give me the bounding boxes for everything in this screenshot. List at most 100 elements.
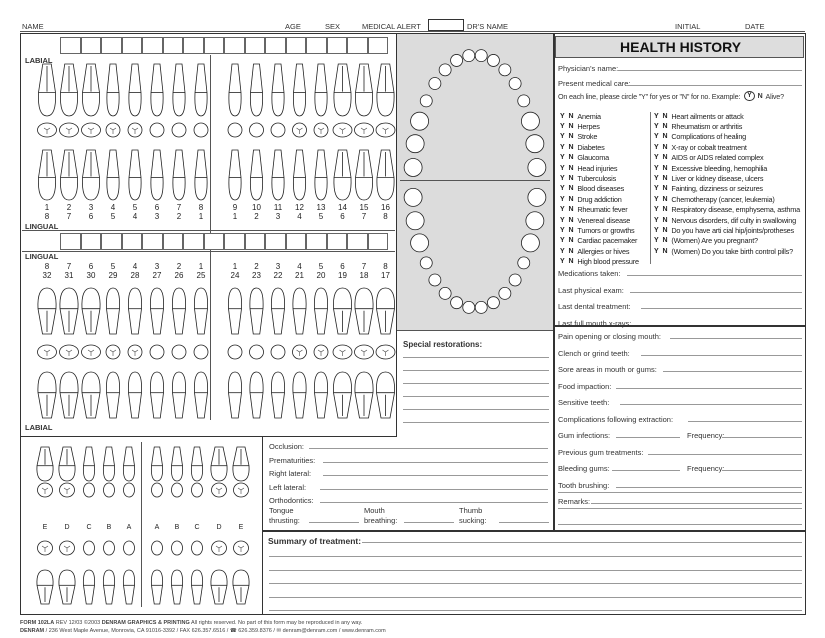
arch-tooth[interactable]	[419, 256, 433, 270]
tooth[interactable]	[354, 287, 374, 335]
tooth-box[interactable]	[347, 233, 368, 250]
fill-line[interactable]	[641, 354, 802, 356]
tooth[interactable]	[227, 287, 243, 335]
tooth[interactable]	[36, 446, 54, 482]
yes-option[interactable]: Y	[654, 164, 659, 172]
no-option[interactable]: N	[568, 123, 574, 131]
tooth[interactable]	[122, 569, 136, 605]
no-option[interactable]: N	[568, 185, 574, 193]
tooth[interactable]	[228, 149, 242, 201]
tooth[interactable]	[37, 287, 57, 335]
tooth-box[interactable]	[183, 37, 204, 54]
yes-option[interactable]: Y	[654, 226, 659, 234]
occlusal-view[interactable]	[227, 344, 243, 360]
yes-option[interactable]: Y	[560, 112, 565, 120]
no-option[interactable]: N	[568, 143, 574, 151]
fill-line[interactable]	[616, 387, 802, 389]
no-option[interactable]: N	[568, 237, 574, 245]
tooth[interactable]	[122, 446, 136, 482]
tooth[interactable]	[59, 287, 79, 335]
fill-line[interactable]	[641, 308, 802, 309]
tooth-box[interactable]	[285, 233, 306, 250]
tooth-box[interactable]	[142, 37, 163, 54]
tooth[interactable]	[355, 63, 373, 117]
tooth-box[interactable]	[80, 37, 101, 54]
fill-line[interactable]	[269, 583, 802, 584]
no-option[interactable]: N	[662, 175, 668, 183]
arch-tooth[interactable]	[508, 77, 522, 90]
fill-line[interactable]	[403, 383, 549, 384]
tooth[interactable]	[354, 371, 374, 419]
tooth[interactable]	[59, 371, 79, 419]
tooth[interactable]	[227, 371, 243, 419]
no-option[interactable]: N	[662, 112, 668, 120]
tooth-box[interactable]	[142, 233, 163, 250]
arch-tooth[interactable]	[517, 256, 531, 270]
fill-line[interactable]	[618, 70, 802, 71]
no-option[interactable]: N	[568, 216, 574, 224]
fill-line[interactable]	[662, 371, 802, 372]
no-option[interactable]: N	[568, 195, 574, 203]
fill-line[interactable]	[403, 422, 549, 423]
occlusal-view[interactable]	[151, 540, 163, 556]
tooth[interactable]	[270, 371, 286, 419]
occlusal-view[interactable]	[171, 344, 187, 360]
tooth[interactable]	[228, 63, 242, 117]
tooth-box[interactable]	[60, 233, 81, 250]
occlusal-view[interactable]	[151, 482, 163, 498]
arch-tooth[interactable]	[428, 77, 442, 90]
tooth[interactable]	[333, 371, 352, 419]
fill-line[interactable]	[616, 437, 680, 438]
tooth[interactable]	[81, 371, 101, 419]
tooth[interactable]	[172, 149, 186, 201]
arch-tooth[interactable]	[405, 211, 425, 231]
fill-line[interactable]	[404, 522, 454, 523]
tooth[interactable]	[376, 63, 395, 117]
tooth-box[interactable]	[203, 233, 224, 250]
arch-tooth[interactable]	[521, 111, 540, 131]
fill-line[interactable]	[319, 488, 548, 490]
no-option[interactable]: N	[662, 237, 668, 245]
tooth[interactable]	[105, 287, 121, 335]
no-option[interactable]: N	[568, 133, 574, 141]
tooth[interactable]	[150, 63, 164, 117]
fill-line[interactable]	[269, 556, 802, 557]
tooth[interactable]	[376, 287, 395, 335]
arch-tooth[interactable]	[428, 273, 442, 287]
tooth[interactable]	[232, 569, 250, 605]
tooth[interactable]	[172, 63, 186, 117]
tooth[interactable]	[127, 287, 143, 335]
fill-line[interactable]	[362, 542, 802, 543]
no-option[interactable]: N	[662, 216, 668, 224]
tooth[interactable]	[249, 149, 264, 201]
fill-line[interactable]	[558, 508, 802, 509]
fill-line[interactable]	[590, 503, 802, 504]
tooth[interactable]	[102, 446, 116, 482]
tooth[interactable]	[249, 371, 264, 419]
tooth[interactable]	[149, 371, 165, 419]
tooth-box[interactable]	[101, 37, 122, 54]
tooth[interactable]	[60, 149, 78, 201]
arch-tooth[interactable]	[403, 158, 423, 177]
fill-line[interactable]	[403, 370, 549, 371]
occlusal-view[interactable]	[171, 482, 183, 498]
arch-tooth[interactable]	[527, 158, 547, 177]
tooth[interactable]	[292, 287, 307, 335]
no-option[interactable]: N	[662, 164, 668, 172]
occlusal-view[interactable]	[249, 344, 264, 360]
yes-option[interactable]: Y	[560, 164, 565, 172]
occlusal-view[interactable]	[191, 540, 203, 556]
fill-line[interactable]	[670, 338, 802, 339]
tooth[interactable]	[190, 569, 204, 605]
occlusal-view[interactable]	[270, 122, 286, 138]
tooth[interactable]	[194, 63, 208, 117]
no-option[interactable]: N	[568, 175, 574, 183]
yes-option[interactable]: Y	[654, 143, 659, 151]
no-option[interactable]: N	[662, 226, 668, 234]
tooth[interactable]	[292, 149, 307, 201]
no-option[interactable]: N	[568, 258, 574, 266]
yes-option[interactable]: Y	[560, 154, 565, 162]
yes-option[interactable]: Y	[654, 154, 659, 162]
occlusal-view[interactable]	[270, 344, 286, 360]
arch-tooth[interactable]	[419, 94, 433, 108]
